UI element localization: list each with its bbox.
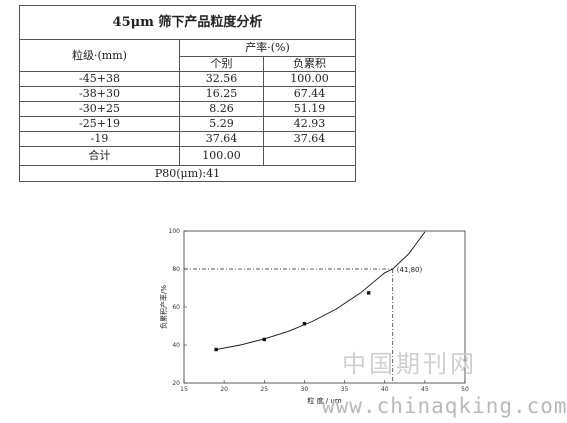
individual-cell: 32.56 (179, 71, 264, 87)
y-axis-title: 负累积产率/% (159, 285, 168, 329)
data-point (366, 291, 371, 295)
total-row: 合计 100.00 (19, 146, 356, 166)
reference-annotation: (41,80) (397, 266, 423, 274)
cumulative-cell: 51.19 (263, 101, 356, 117)
cumulative-cell: 67.44 (263, 86, 356, 102)
x-tick-label: 15 (180, 386, 188, 393)
data-point (214, 347, 218, 352)
watermark-cn: 中国期刊网 (342, 350, 477, 378)
table-row: -30+25 8.26 51.19 (19, 101, 356, 117)
individual-cell: 16.25 (179, 86, 264, 102)
x-tick-label: 30 (301, 386, 309, 393)
individual-cell: 8.26 (179, 101, 264, 117)
reference-lines (184, 268, 394, 383)
p80-value: P80(μm):41 (19, 165, 356, 182)
total-value: 100.00 (179, 146, 264, 166)
granularity-table: 45μm 筛下产品粒度分析 粒级·(mm) 产率·(%) 个别 负累积 -45+… (19, 5, 356, 182)
data-point (302, 322, 307, 326)
size-cell: -25+19 (19, 116, 180, 132)
size-cell: -38+30 (19, 86, 180, 102)
fitted-curve (216, 231, 426, 351)
x-tick-label: 25 (260, 386, 268, 393)
fit-curve-line (216, 231, 426, 351)
y-tick-label: 80 (172, 266, 180, 273)
total-empty-cell (263, 146, 356, 166)
y-tick-label: 100 (169, 228, 181, 235)
individual-cell: 5.29 (179, 116, 264, 132)
yield-column-header: 产率·(%) (179, 39, 356, 57)
x-axis-title: 粒 度 / um (307, 396, 341, 405)
table-row: -25+19 5.29 42.93 (19, 116, 356, 132)
size-cell: -45+38 (19, 71, 180, 87)
size-cell: -30+25 (19, 101, 180, 117)
total-label: 合计 (19, 146, 180, 166)
table-row: -38+30 16.25 67.44 (19, 86, 356, 102)
data-point (262, 337, 266, 342)
individual-column-header: 个别 (179, 56, 264, 72)
cumulative-cell: 37.64 (263, 131, 356, 147)
cumulative-cell: 42.93 (263, 116, 356, 132)
y-tick-label: 60 (172, 304, 180, 311)
table-title: 45μm 筛下产品粒度分析 (19, 5, 356, 40)
table-row: -19 37.64 37.64 (19, 131, 356, 147)
cumulative-cell: 100.00 (263, 71, 356, 87)
size-cell: -19 (19, 131, 180, 147)
x-tick-label: 45 (421, 386, 429, 393)
x-tick-label: 40 (381, 386, 389, 393)
watermark-url: www.chinaqking.com (322, 394, 567, 418)
table-row: -45+38 32.56 100.00 (19, 71, 356, 87)
data-points (214, 291, 371, 352)
size-column-header: 粒级·(mm) (19, 39, 180, 72)
individual-cell: 37.64 (179, 131, 264, 147)
x-tick-label: 50 (461, 386, 469, 393)
y-tick-label: 20 (172, 380, 180, 387)
x-tick-label: 35 (341, 386, 349, 393)
y-tick-label: 40 (172, 342, 180, 349)
cumulative-column-header: 负累积 (263, 56, 356, 72)
x-tick-label: 20 (220, 386, 228, 393)
